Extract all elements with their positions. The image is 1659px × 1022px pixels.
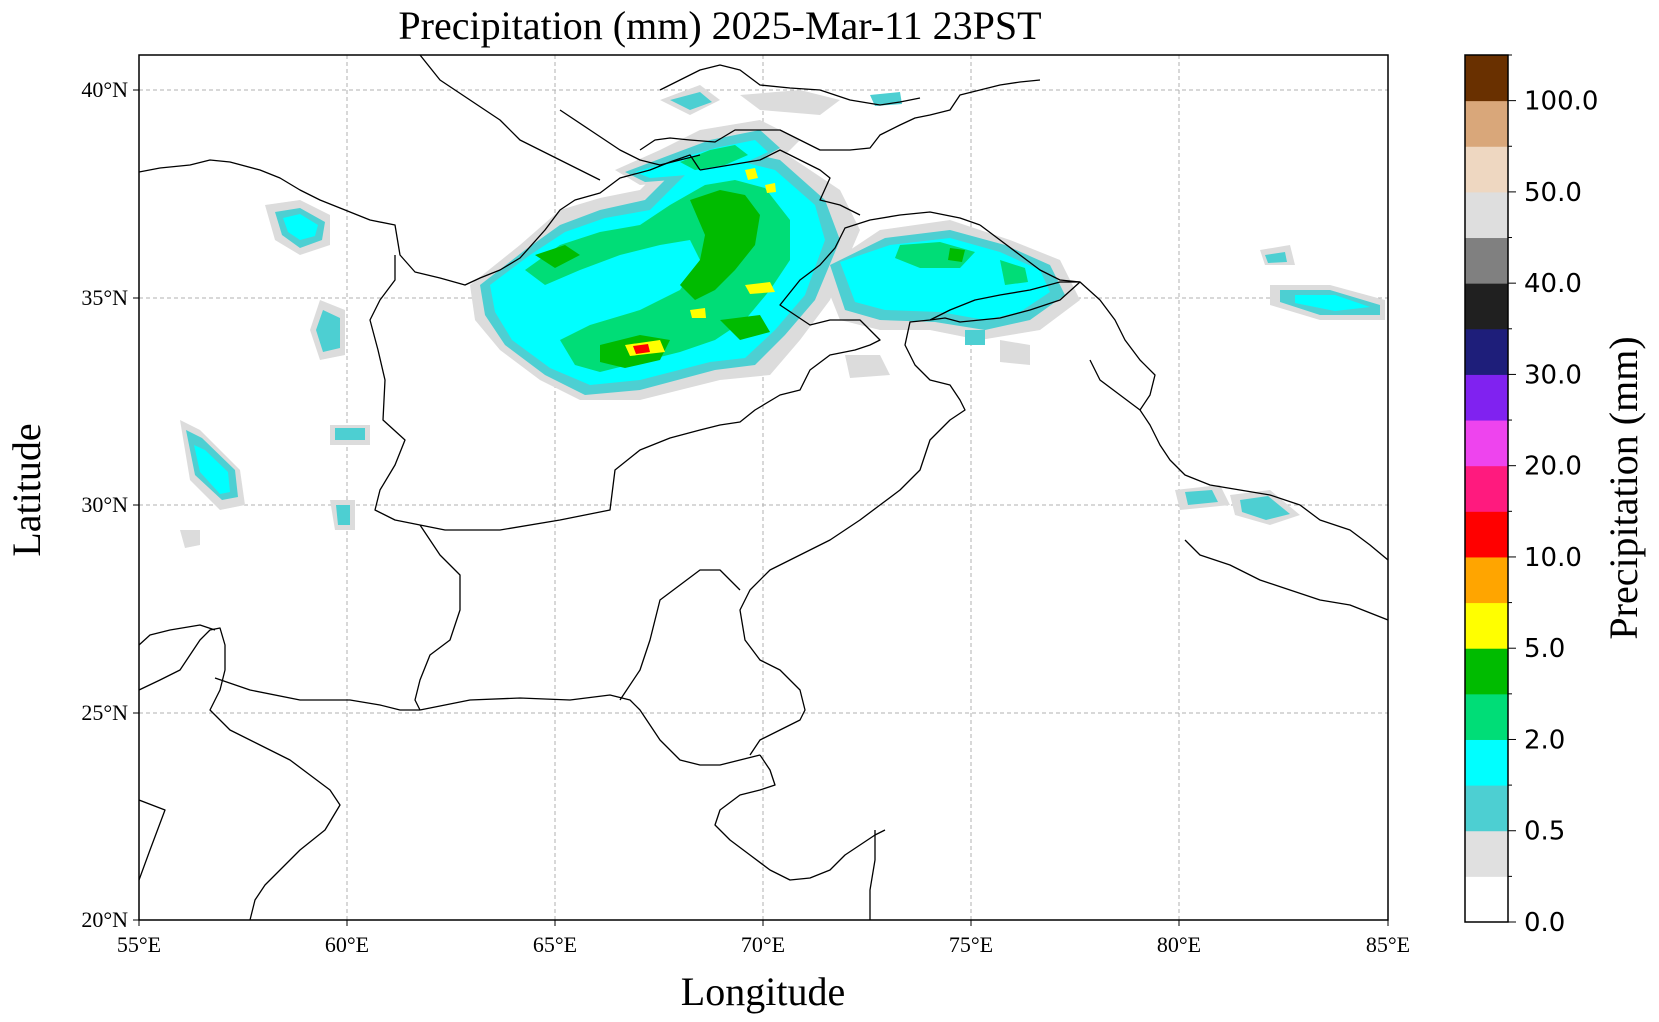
precip-level-15 (633, 344, 650, 354)
colorbar-tick-label: 40.0 (1524, 269, 1582, 299)
map-panel: 55°E 60°E 65°E 70°E 75°E 80°E 85°E 20°N … (4, 54, 1410, 1014)
colorbar-tick-label: 2.0 (1524, 725, 1565, 755)
colorbar-swatch (1465, 420, 1508, 467)
colorbar-swatch (1465, 511, 1508, 558)
lon-tick-label: 85°E (1366, 932, 1410, 957)
lon-ticks (138, 920, 1389, 926)
colorbar-swatch (1465, 374, 1508, 421)
colorbar-tick-label: 5.0 (1524, 634, 1565, 664)
uzbek-border (559, 109, 701, 166)
colorbar-tick-label: 20.0 (1524, 452, 1582, 482)
colorbar-swatch (1465, 876, 1508, 923)
lat-tick-labels: 20°N 25°N 30°N 35°N 40°N (81, 77, 128, 932)
y-axis-label: Latitude (4, 423, 49, 556)
pak-sindh-border (619, 569, 741, 701)
colorbar-swatch (1465, 556, 1508, 604)
pak-india-border (739, 224, 1081, 756)
colorbar-swatch (1465, 739, 1508, 786)
map-title: Precipitation (mm) 2025-Mar-11 23PST (398, 3, 1041, 48)
tajik-border (639, 79, 1041, 151)
colorbar-swatch (1465, 191, 1508, 239)
iran-north-border (139, 154, 701, 286)
lon-tick-label: 80°E (1157, 932, 1201, 957)
colorbar-swatch (1465, 785, 1508, 832)
x-axis-label: Longitude (681, 969, 845, 1014)
turkmen-border (419, 55, 601, 181)
lat-tick-label: 35°N (81, 285, 128, 310)
colorbar-frame (1464, 54, 1509, 923)
china-border (1079, 281, 1156, 411)
hormuz-coast (139, 624, 216, 646)
pak-iran-coast (414, 524, 461, 711)
country-boundaries (139, 55, 1388, 920)
colorbar-tick-label: 0.0 (1524, 908, 1565, 938)
lat-tick-label: 20°N (81, 907, 128, 932)
colorbar-tick-label: 50.0 (1524, 178, 1582, 208)
colorbar-swatches (1465, 55, 1508, 923)
lon-tick-label: 65°E (533, 932, 577, 957)
lat-tick-label: 30°N (81, 492, 128, 517)
lat-tick-label: 25°N (81, 700, 128, 725)
precipitation-field (180, 85, 1385, 548)
pak-coast (419, 694, 761, 766)
lon-tick-label: 70°E (741, 932, 785, 957)
gujarat-coast (714, 754, 886, 881)
india-west-coast (869, 830, 876, 920)
arabia-border (139, 799, 166, 881)
colorbar-swatch (1465, 648, 1508, 695)
colorbar-tick-label: 0.5 (1524, 817, 1565, 847)
nepal-south-border (1184, 539, 1388, 621)
afghan-pak-border (419, 211, 981, 531)
colorbar-tick-label: 30.0 (1524, 360, 1582, 390)
colorbar: 0.0 0.5 2.0 5.0 10.0 20.0 30.0 40.0 50.0 100.0 Pr… (1464, 54, 1646, 938)
lon-tick-labels: 55°E 60°E 65°E 70°E 75°E 80°E 85°E (117, 932, 1410, 957)
colorbar-swatch (1465, 237, 1508, 284)
nepal-border (1089, 359, 1388, 561)
colorbar-tick-label: 100.0 (1524, 87, 1598, 117)
colorbar-swatch (1465, 100, 1508, 147)
afghan-north-border (699, 149, 861, 216)
lon-tick-label: 75°E (949, 932, 993, 957)
colorbar-swatch (1465, 328, 1508, 375)
colorbar-swatch (1465, 830, 1508, 877)
lat-tick-label: 40°N (81, 77, 128, 102)
kyrgyz-border (659, 64, 921, 106)
colorbar-swatch (1465, 146, 1508, 193)
iran-south-coast (214, 677, 420, 711)
colorbar-ticks: 0.0 0.5 2.0 5.0 10.0 20.0 30.0 40.0 50.0 100.0 (1508, 54, 1598, 938)
colorbar-swatch (1465, 55, 1508, 102)
colorbar-swatch (1465, 283, 1508, 330)
iran-afghan-border (369, 255, 421, 526)
lon-tick-label: 60°E (325, 932, 369, 957)
lat-ticks (133, 89, 139, 921)
colorbar-tick-label: 10.0 (1524, 543, 1582, 573)
colorbar-swatch (1465, 602, 1508, 649)
colorbar-label: Precipitation (mm) (1601, 336, 1646, 639)
oman-coast (139, 627, 341, 920)
colorbar-swatch (1465, 693, 1508, 740)
lon-tick-label: 55°E (117, 932, 161, 957)
kashmir-loc (929, 281, 1080, 321)
colorbar-swatch (1465, 465, 1508, 512)
